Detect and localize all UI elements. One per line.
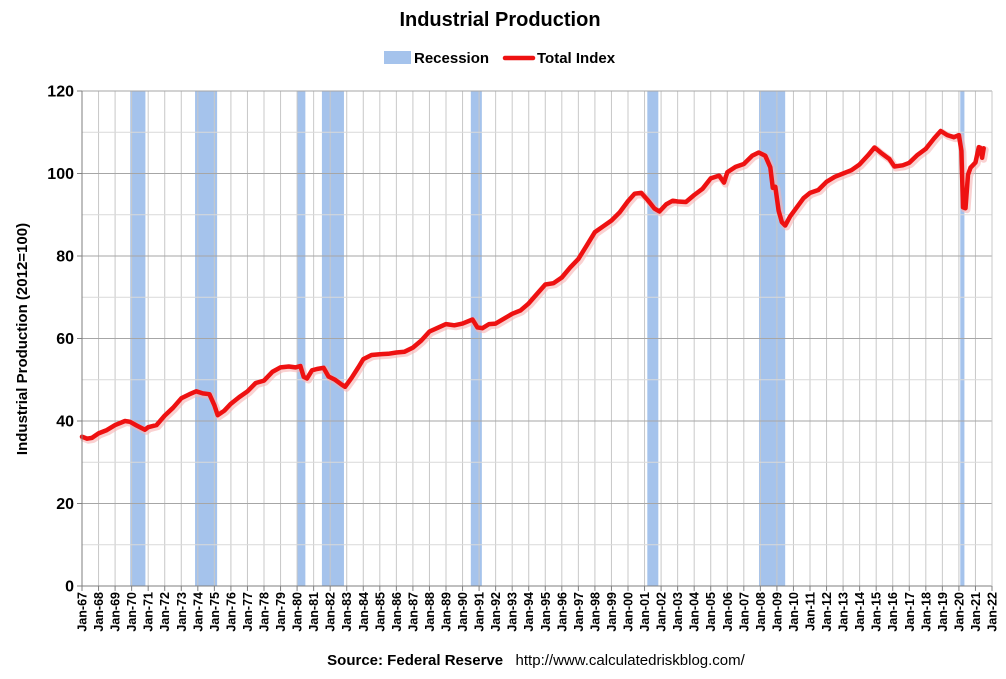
source-label: Source: Federal Reserve [327, 652, 503, 669]
x-tick-label-Jan-84: Jan-84 [357, 592, 371, 632]
x-tick-label-Jan-80: Jan-80 [291, 592, 305, 632]
x-tick-label-Jan-97: Jan-97 [572, 592, 586, 632]
x-tick-label-Jan-82: Jan-82 [324, 592, 338, 632]
x-tick-label-Jan-00: Jan-00 [622, 592, 636, 632]
source-footer: Source: Federal Reserve http://www.calcu… [327, 652, 745, 669]
series-shadow-0 [80, 129, 989, 444]
legend-recession-label: Recession [414, 50, 489, 67]
x-tick-label-Jan-83: Jan-83 [340, 592, 354, 632]
x-tick-label-Jan-70: Jan-70 [125, 592, 139, 632]
x-tick-label-Jan-10: Jan-10 [787, 592, 801, 632]
x-tick-label-Jan-93: Jan-93 [506, 592, 520, 632]
x-tick-label-Jan-16: Jan-16 [886, 592, 900, 632]
y-tick-label-60: 60 [56, 331, 74, 348]
x-tick-label-Jan-99: Jan-99 [605, 592, 619, 632]
series-line-total-index [79, 128, 986, 441]
x-tick-label-Jan-19: Jan-19 [936, 592, 950, 632]
x-tick-label-Jan-88: Jan-88 [423, 592, 437, 632]
x-axis-ticks: Jan-67 Jan-68 Jan-69 Jan-70 Jan-71 Jan-72 Jan-… [76, 586, 1000, 632]
x-tick-label-Jan-14: Jan-14 [853, 592, 867, 632]
x-tick-label-Jan-09: Jan-09 [770, 592, 784, 632]
legend: Recession Total Index [384, 50, 616, 67]
x-tick-label-Jan-85: Jan-85 [373, 592, 387, 632]
x-tick-label-Jan-92: Jan-92 [489, 592, 503, 632]
x-tick-label-Jan-17: Jan-17 [903, 592, 917, 632]
x-tick-label-Jan-71: Jan-71 [142, 592, 156, 632]
x-tick-label-Jan-76: Jan-76 [224, 592, 238, 632]
x-tick-label-Jan-95: Jan-95 [539, 592, 553, 632]
source-url: http://www.calculatedriskblog.com/ [516, 652, 746, 669]
plot-series [79, 128, 989, 444]
x-tick-label-Jan-75: Jan-75 [208, 592, 222, 632]
y-tick-label-0: 0 [65, 579, 74, 596]
y-tick-label-80: 80 [56, 249, 74, 266]
x-tick-label-Jan-12: Jan-12 [820, 592, 834, 632]
x-tick-label-Jan-13: Jan-13 [837, 592, 851, 632]
x-tick-label-Jan-07: Jan-07 [737, 592, 751, 632]
x-tick-label-Jan-73: Jan-73 [175, 592, 189, 632]
x-tick-label-Jan-04: Jan-04 [688, 592, 702, 632]
x-tick-label-Jan-67: Jan-67 [76, 592, 90, 632]
y-tick-label-100: 100 [47, 166, 74, 183]
x-tick-label-Jan-77: Jan-77 [241, 592, 255, 632]
x-tick-label-Jan-68: Jan-68 [92, 592, 106, 632]
x-tick-label-Jan-72: Jan-72 [158, 592, 172, 632]
y-tick-label-20: 20 [56, 496, 74, 513]
y-tick-label-40: 40 [56, 414, 74, 431]
x-tick-label-Jan-89: Jan-89 [440, 592, 454, 632]
x-tick-label-Jan-69: Jan-69 [109, 592, 123, 632]
x-tick-label-Jan-74: Jan-74 [191, 592, 205, 632]
y-tick-label-120: 120 [47, 84, 74, 101]
x-tick-label-Jan-91: Jan-91 [473, 592, 487, 632]
x-tick-label-Jan-81: Jan-81 [307, 592, 321, 632]
x-tick-label-Jan-02: Jan-02 [655, 592, 669, 632]
x-tick-label-Jan-03: Jan-03 [671, 592, 685, 632]
x-tick-label-Jan-01: Jan-01 [638, 592, 652, 632]
x-tick-label-Jan-98: Jan-98 [588, 592, 602, 632]
x-tick-label-Jan-20: Jan-20 [952, 592, 966, 632]
x-tick-label-Jan-22: Jan-22 [986, 592, 1000, 632]
x-tick-label-Jan-08: Jan-08 [754, 592, 768, 632]
x-tick-label-Jan-78: Jan-78 [258, 592, 272, 632]
x-tick-label-Jan-05: Jan-05 [704, 592, 718, 632]
x-tick-label-Jan-15: Jan-15 [870, 592, 884, 632]
x-tick-label-Jan-79: Jan-79 [274, 592, 288, 632]
x-tick-label-Jan-18: Jan-18 [919, 592, 933, 632]
x-tick-label-Jan-86: Jan-86 [390, 592, 404, 632]
x-tick-label-Jan-87: Jan-87 [406, 592, 420, 632]
x-tick-label-Jan-06: Jan-06 [721, 592, 735, 632]
y-axis-label: Industrial Production (2012=100) [14, 223, 31, 455]
x-tick-label-Jan-96: Jan-96 [555, 592, 569, 632]
y-axis-ticks: 0 20 40 60 80 100 120 [47, 84, 82, 596]
x-tick-label-Jan-11: Jan-11 [804, 592, 818, 631]
x-tick-label-Jan-94: Jan-94 [522, 592, 536, 632]
legend-total-index-label: Total Index [537, 50, 616, 67]
x-tick-label-Jan-21: Jan-21 [969, 592, 983, 632]
legend-recession-swatch [384, 51, 411, 64]
x-tick-label-Jan-90: Jan-90 [456, 592, 470, 632]
chart-title: Industrial Production [399, 9, 600, 31]
